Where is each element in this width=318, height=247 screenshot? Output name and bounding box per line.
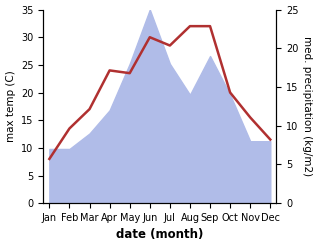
X-axis label: date (month): date (month): [116, 228, 204, 242]
Y-axis label: max temp (C): max temp (C): [5, 70, 16, 142]
Y-axis label: med. precipitation (kg/m2): med. precipitation (kg/m2): [302, 36, 313, 176]
